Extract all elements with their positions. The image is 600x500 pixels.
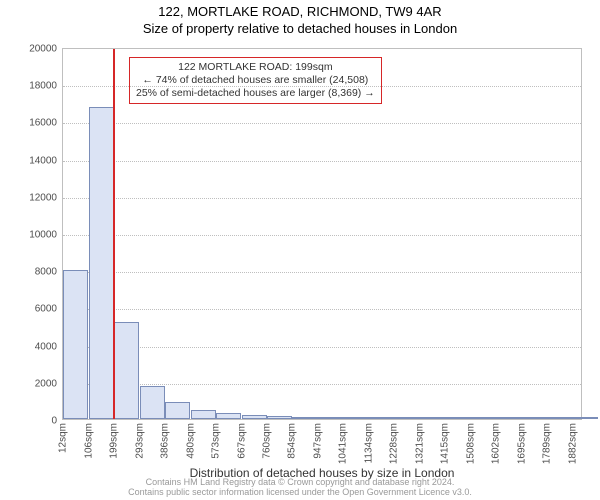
annotation-line-1: 122 MORTLAKE ROAD: 199sqm [136, 61, 375, 74]
histogram-bar [89, 107, 114, 419]
x-tick-label: 1041sqm [338, 419, 349, 464]
histogram-bar [140, 386, 165, 419]
x-tick-label: 12sqm [58, 419, 69, 453]
gridline [63, 235, 581, 236]
annotation-line-3: 25% of semi-detached houses are larger (… [136, 87, 375, 100]
histogram-bar [165, 402, 190, 419]
gridline [63, 161, 581, 162]
y-tick-label: 18000 [29, 81, 57, 92]
y-tick-label: 14000 [29, 155, 57, 166]
x-tick-label: 1415sqm [440, 419, 451, 464]
x-tick-label: 1695sqm [516, 419, 527, 464]
chart-container: 122, MORTLAKE ROAD, RICHMOND, TW9 4AR Si… [0, 0, 600, 500]
y-tick-label: 12000 [29, 192, 57, 203]
x-tick-label: 1228sqm [389, 419, 400, 464]
x-tick-label: 199sqm [108, 419, 119, 459]
gridline [63, 272, 581, 273]
gridline [63, 123, 581, 124]
subtitle: Size of property relative to detached ho… [0, 21, 600, 38]
x-tick-label: 1602sqm [491, 419, 502, 464]
x-tick-label: 667sqm [236, 419, 247, 459]
x-tick-label: 760sqm [261, 419, 272, 459]
address-title: 122, MORTLAKE ROAD, RICHMOND, TW9 4AR [0, 4, 600, 21]
footer-line-2: Contains public sector information licen… [0, 488, 600, 498]
x-tick-label: 1882sqm [567, 419, 578, 464]
footer: Contains HM Land Registry data © Crown c… [0, 478, 600, 498]
histogram-bar [63, 270, 88, 419]
y-tick-label: 8000 [35, 267, 57, 278]
y-tick-label: 20000 [29, 44, 57, 55]
titles-block: 122, MORTLAKE ROAD, RICHMOND, TW9 4AR Si… [0, 0, 600, 38]
x-tick-label: 573sqm [210, 419, 221, 459]
y-tick-label: 16000 [29, 118, 57, 129]
x-tick-label: 854sqm [287, 419, 298, 459]
x-tick-label: 106sqm [83, 419, 94, 459]
gridline [63, 309, 581, 310]
annotation-box: 122 MORTLAKE ROAD: 199sqm ← 74% of detac… [129, 57, 382, 104]
x-tick-label: 947sqm [312, 419, 323, 459]
x-tick-label: 386sqm [159, 419, 170, 459]
histogram-bar [191, 410, 216, 419]
x-tick-label: 1508sqm [465, 419, 476, 464]
gridline [63, 198, 581, 199]
property-marker-line [113, 49, 115, 419]
gridline [63, 347, 581, 348]
y-tick-label: 4000 [35, 341, 57, 352]
x-tick-label: 1321sqm [414, 419, 425, 464]
histogram-bar [114, 322, 139, 419]
y-tick-label: 10000 [29, 230, 57, 241]
y-tick-label: 0 [51, 416, 57, 427]
x-tick-label: 1134sqm [363, 419, 374, 463]
plot-area: 122 MORTLAKE ROAD: 199sqm ← 74% of detac… [62, 48, 582, 420]
y-tick-label: 2000 [35, 378, 57, 389]
x-tick-label: 480sqm [185, 419, 196, 459]
x-tick-label: 1789sqm [542, 419, 553, 464]
y-tick-label: 6000 [35, 304, 57, 315]
gridline [63, 86, 581, 87]
x-tick-label: 293sqm [134, 419, 145, 459]
plot-wrap: Number of detached properties 122 MORTLA… [62, 48, 582, 420]
